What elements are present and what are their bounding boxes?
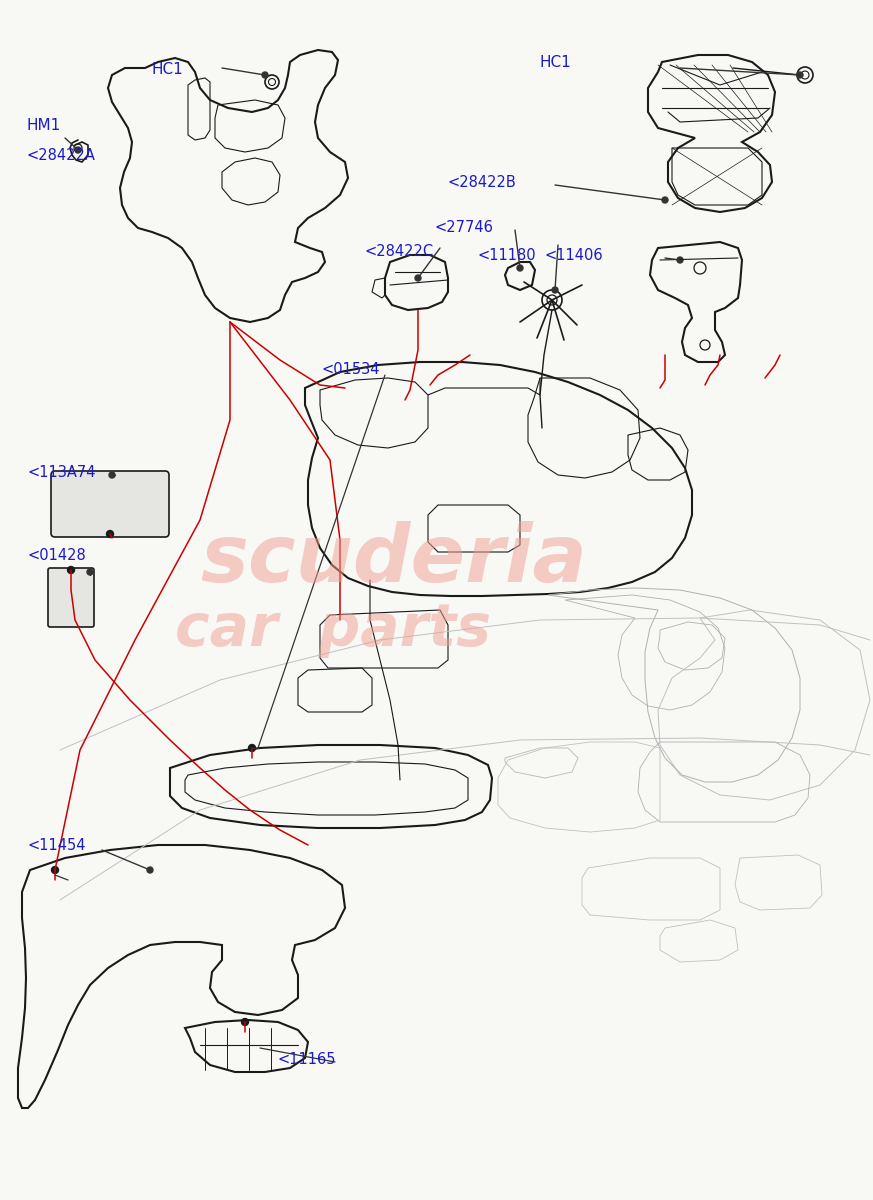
Circle shape [662, 197, 668, 203]
Text: <11454: <11454 [28, 838, 86, 853]
Circle shape [797, 72, 803, 78]
Circle shape [517, 265, 523, 271]
Text: scuderia: scuderia [200, 521, 587, 599]
Text: HM1: HM1 [27, 118, 61, 133]
Text: HC1: HC1 [540, 55, 572, 70]
Circle shape [147, 866, 153, 874]
Circle shape [52, 866, 58, 874]
FancyBboxPatch shape [51, 470, 169, 538]
Text: <11180: <11180 [478, 248, 537, 263]
Text: <28422B: <28422B [448, 175, 517, 190]
Text: car  parts: car parts [175, 601, 491, 659]
Circle shape [109, 472, 115, 478]
Circle shape [75, 146, 81, 152]
Circle shape [107, 530, 113, 538]
Circle shape [67, 566, 74, 574]
Text: <28422C: <28422C [365, 244, 434, 259]
Text: <11165: <11165 [278, 1052, 336, 1067]
Text: <113A74: <113A74 [28, 464, 97, 480]
Circle shape [87, 569, 93, 575]
Circle shape [249, 744, 256, 751]
Circle shape [242, 1019, 249, 1026]
FancyBboxPatch shape [48, 568, 94, 626]
Text: <27746: <27746 [435, 220, 494, 235]
Circle shape [415, 275, 421, 281]
Circle shape [552, 287, 558, 293]
Text: <28422A: <28422A [27, 148, 96, 163]
Text: <01534: <01534 [322, 362, 381, 377]
Text: <01428: <01428 [28, 548, 86, 563]
Circle shape [677, 257, 683, 263]
Circle shape [262, 72, 268, 78]
Text: HC1: HC1 [152, 62, 183, 77]
Text: <11406: <11406 [545, 248, 603, 263]
